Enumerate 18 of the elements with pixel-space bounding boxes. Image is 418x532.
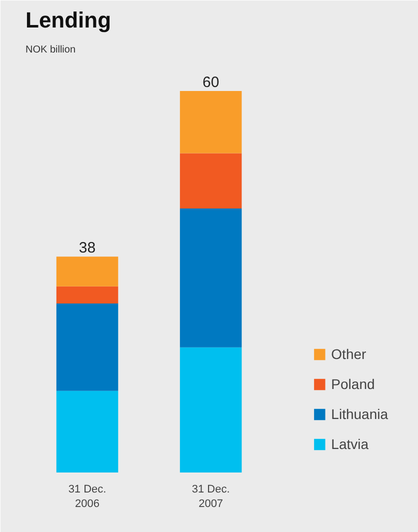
annotation: 38 xyxy=(78,239,96,256)
chart-title: Lending xyxy=(26,8,112,32)
x-tick-label: 31 Dec. 2006 xyxy=(68,484,106,510)
bar xyxy=(56,286,118,304)
x-tick-label: 31 Dec. 2007 xyxy=(192,484,230,510)
bar xyxy=(180,347,242,472)
legend-label: Lithuania xyxy=(331,406,388,422)
legend-label: Other xyxy=(331,346,366,362)
bar xyxy=(56,256,118,286)
bar xyxy=(56,304,118,391)
bar xyxy=(180,153,242,209)
legend-label: Latvia xyxy=(331,436,369,452)
annotation: 60 xyxy=(202,74,220,91)
bar xyxy=(180,208,242,348)
chart-subtitle: NOK billion xyxy=(26,44,76,56)
bar xyxy=(180,91,242,154)
bar xyxy=(56,390,118,472)
legend-label: Poland xyxy=(331,376,375,392)
